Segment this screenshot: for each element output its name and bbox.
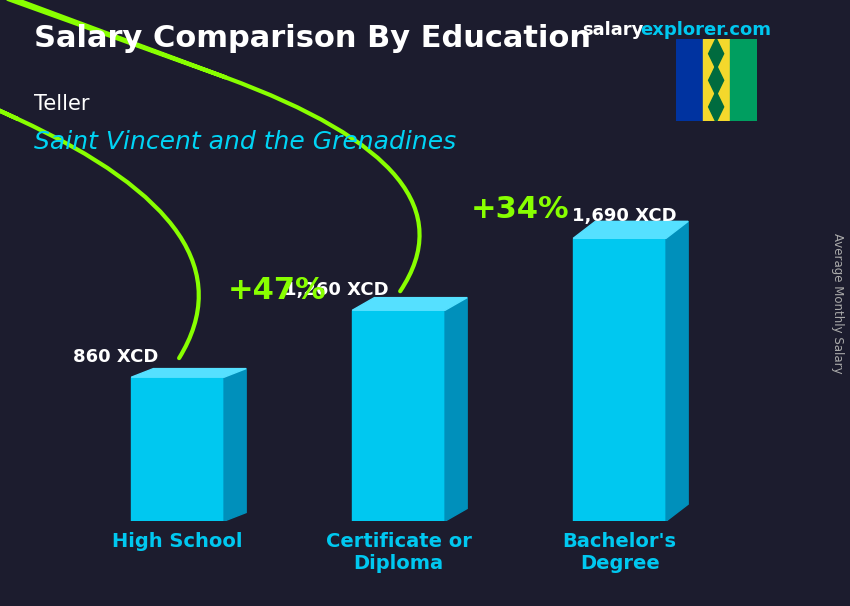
- Polygon shape: [131, 368, 246, 377]
- Bar: [676, 39, 703, 121]
- Text: 1,260 XCD: 1,260 XCD: [285, 281, 389, 299]
- Text: Average Monthly Salary: Average Monthly Salary: [830, 233, 844, 373]
- Polygon shape: [445, 298, 468, 521]
- Text: Teller: Teller: [34, 94, 89, 114]
- Polygon shape: [709, 38, 723, 69]
- Polygon shape: [709, 65, 723, 96]
- Text: Saint Vincent and the Grenadines: Saint Vincent and the Grenadines: [34, 130, 456, 155]
- Polygon shape: [352, 298, 468, 310]
- Text: Salary Comparison By Education: Salary Comparison By Education: [34, 24, 591, 53]
- Bar: [352, 310, 445, 521]
- Text: salary: salary: [582, 21, 643, 39]
- Text: 1,690 XCD: 1,690 XCD: [572, 207, 677, 225]
- Polygon shape: [573, 221, 689, 238]
- Polygon shape: [666, 221, 688, 521]
- Bar: [703, 39, 729, 121]
- Polygon shape: [224, 368, 246, 521]
- Bar: [573, 238, 666, 521]
- Polygon shape: [709, 92, 723, 122]
- Text: explorer.com: explorer.com: [640, 21, 771, 39]
- Bar: [131, 377, 224, 521]
- Text: +47%: +47%: [228, 276, 326, 305]
- Text: 860 XCD: 860 XCD: [73, 347, 158, 365]
- Text: +34%: +34%: [471, 195, 570, 224]
- Bar: [729, 39, 756, 121]
